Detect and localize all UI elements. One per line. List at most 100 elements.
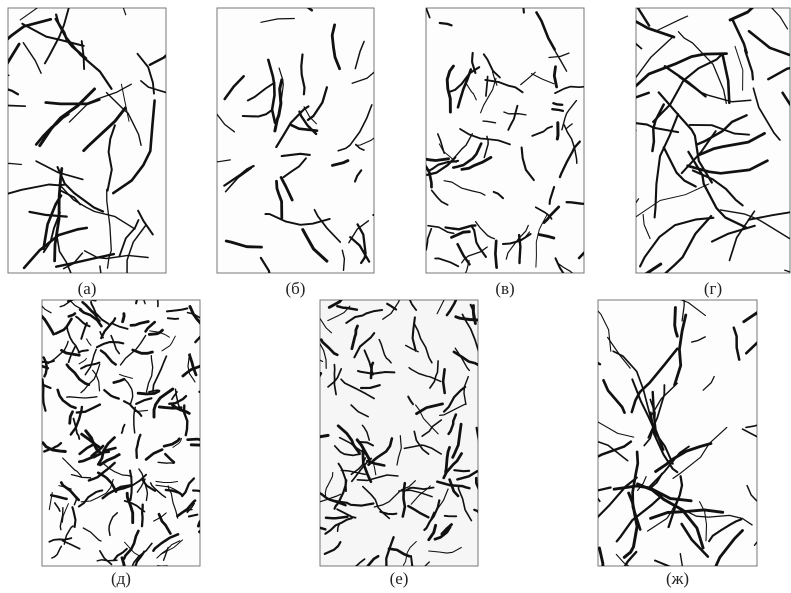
- crack: [471, 51, 477, 74]
- crack: [155, 484, 180, 493]
- crack: [461, 246, 488, 264]
- crack: [691, 336, 706, 343]
- crack: [385, 536, 395, 566]
- crack: [278, 67, 284, 99]
- crack: [106, 124, 116, 192]
- crack: [754, 313, 757, 316]
- crack: [73, 496, 78, 506]
- crack: [410, 555, 414, 566]
- crack: [398, 489, 433, 498]
- crack: [678, 76, 752, 103]
- crack: [120, 423, 126, 434]
- crack: [537, 233, 556, 240]
- crack: [484, 78, 524, 94]
- crack: [8, 17, 53, 41]
- crack: [110, 322, 129, 330]
- crack: [164, 488, 184, 497]
- crack: [96, 559, 118, 562]
- crack: [407, 395, 414, 406]
- crack: [480, 77, 497, 114]
- crack: [745, 341, 757, 355]
- crack: [341, 249, 346, 271]
- crack: [82, 527, 102, 542]
- crack: [426, 227, 433, 251]
- panel-image: [319, 299, 479, 567]
- crack: [636, 8, 651, 27]
- crack: [447, 66, 481, 94]
- crack: [189, 443, 200, 447]
- crack: [734, 45, 744, 91]
- crack: [612, 484, 693, 503]
- panel-label: (а): [78, 279, 97, 298]
- crack: [421, 419, 443, 437]
- crack: [687, 150, 748, 229]
- crack: [155, 480, 179, 484]
- crack: [636, 482, 705, 550]
- cracks: [636, 8, 790, 273]
- crack: [157, 461, 175, 464]
- crack: [246, 81, 276, 102]
- crack: [99, 349, 117, 366]
- crack: [373, 490, 401, 508]
- crack: [561, 99, 578, 131]
- crack: [648, 472, 663, 491]
- crack: [324, 471, 334, 499]
- crack: [320, 338, 339, 357]
- crack: [149, 482, 167, 499]
- crack: [72, 417, 81, 440]
- crack: [356, 474, 399, 482]
- crack: [69, 405, 84, 436]
- crack: [357, 370, 396, 375]
- crack: [136, 478, 146, 493]
- crack: [162, 437, 181, 448]
- crack: [439, 403, 467, 417]
- crack: [673, 306, 679, 338]
- crack: [161, 335, 176, 352]
- crack: [62, 457, 82, 477]
- crack: [66, 396, 98, 399]
- crack: [128, 469, 133, 502]
- crack: [112, 99, 156, 195]
- crack: [469, 303, 475, 322]
- crack: [378, 338, 392, 364]
- panel-frame: [635, 7, 791, 274]
- crack: [359, 384, 381, 390]
- crack: [636, 91, 650, 99]
- crack: [75, 315, 91, 328]
- crack: [728, 8, 755, 22]
- crack: [445, 300, 458, 317]
- crack: [423, 499, 441, 531]
- crack: [728, 210, 756, 262]
- crack: [649, 411, 679, 474]
- crack: [396, 435, 402, 466]
- crack: [442, 385, 467, 413]
- crack: [639, 216, 715, 268]
- crack: [714, 529, 744, 566]
- crack: [483, 135, 489, 159]
- crack: [636, 183, 710, 218]
- crack: [408, 300, 418, 311]
- crack: [771, 8, 789, 30]
- crack: [558, 140, 581, 179]
- crack: [654, 15, 689, 33]
- crack: [148, 53, 166, 67]
- crack: [438, 21, 453, 27]
- crack: [327, 305, 351, 322]
- crack: [438, 143, 457, 163]
- crack: [120, 556, 126, 566]
- crack: [482, 120, 497, 124]
- crack: [474, 476, 478, 491]
- crack: [323, 541, 342, 555]
- crack: [630, 347, 679, 414]
- crack: [677, 31, 727, 105]
- crack: [636, 52, 728, 88]
- crack: [503, 111, 527, 116]
- crack: [433, 525, 452, 541]
- crack: [637, 476, 647, 491]
- crack: [134, 550, 146, 566]
- crack: [456, 469, 478, 481]
- panel-image: [7, 7, 167, 274]
- crack: [22, 226, 89, 270]
- crack: [223, 164, 255, 187]
